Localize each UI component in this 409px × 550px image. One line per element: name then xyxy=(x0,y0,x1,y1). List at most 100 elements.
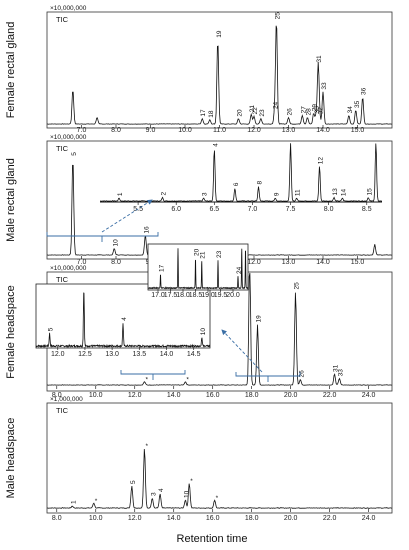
peak-label: 5 xyxy=(71,152,78,156)
x-tick-label: 12.0 xyxy=(247,259,261,266)
peak-label: 3 xyxy=(202,192,209,196)
x-tick-label: 6.0 xyxy=(171,206,181,213)
peak-label: 25 xyxy=(294,282,301,290)
peak-label: 4 xyxy=(158,488,165,492)
x-tick-label: 6.5 xyxy=(209,206,219,213)
peak-label: 33 xyxy=(337,369,344,377)
peak-label: 29 xyxy=(312,104,319,112)
ylabel-female-headspace: Female headspace xyxy=(5,285,17,379)
peak-label: 13 xyxy=(332,188,339,196)
peak-label: 19 xyxy=(216,30,223,38)
peak-label: 11 xyxy=(295,189,302,196)
peak-label: 20 xyxy=(194,248,201,256)
x-tick-label: 17.5 xyxy=(164,292,178,299)
g0-tic-line xyxy=(47,25,393,125)
peak-label: 5 xyxy=(48,327,55,331)
peak-label: * xyxy=(190,478,193,485)
x-tick-label: 18.5 xyxy=(189,292,203,299)
tic-label-male-rectal: TIC xyxy=(56,144,69,153)
x-tick-label: 15.0 xyxy=(351,259,365,266)
x-tick-label: 8.5 xyxy=(362,206,372,213)
x-tick-label: 12.0 xyxy=(128,515,142,522)
x-tick-label: 18.0 xyxy=(176,292,190,299)
peak-label: 1 xyxy=(70,500,77,504)
g2l-tic-line xyxy=(35,292,211,349)
x-tick-label: 9.0 xyxy=(146,127,156,134)
peak-label: * xyxy=(95,498,98,505)
x-tick-label: 8.0 xyxy=(324,206,334,213)
x-tick-label: 7.0 xyxy=(77,259,87,266)
peak-label: 35 xyxy=(354,100,361,108)
peak-label: 10 xyxy=(112,239,119,247)
peak-label: 28 xyxy=(305,108,312,116)
x-tick-label: 11.0 xyxy=(213,127,226,134)
peak-label: 4 xyxy=(121,317,128,321)
x-tick-label: 15.0 xyxy=(351,127,365,134)
multiplier-female-rectal: ×10,000,000 xyxy=(50,5,87,12)
peak-label: 5 xyxy=(130,480,137,484)
g3-tic-line xyxy=(47,448,392,509)
ylabel-male-headspace: Male headspace xyxy=(5,418,17,499)
x-tick-label: 14.0 xyxy=(167,392,181,399)
x-tick-label: 16.0 xyxy=(206,515,220,522)
peak-label: 2 xyxy=(160,192,167,196)
peak-label: 33 xyxy=(321,82,328,90)
peak-label: 19 xyxy=(256,315,263,323)
peak-label: 4 xyxy=(212,143,219,147)
peak-label: 23 xyxy=(216,250,223,258)
x-tick-label: 8.0 xyxy=(111,259,121,266)
tic-label-female-rectal: TIC xyxy=(56,15,69,24)
ylabel-female-rectal: Female rectal gland xyxy=(5,22,17,119)
peak-label: 26 xyxy=(287,108,294,116)
g2-tic-line xyxy=(47,272,393,386)
x-tick-label: 14.0 xyxy=(160,351,174,358)
peak-label: * xyxy=(186,377,189,384)
peak-label: 20 xyxy=(236,109,243,117)
x-tick-label: 7.0 xyxy=(77,127,87,134)
x-tick-label: 12.0 xyxy=(51,351,65,358)
peak-label: 8 xyxy=(257,181,264,185)
x-tick-label: 12.0 xyxy=(247,127,261,134)
x-tick-label: 8.0 xyxy=(52,392,62,399)
x-tick-label: 19.0 xyxy=(201,292,215,299)
panel-frame-male-headspace xyxy=(46,402,393,514)
multiplier-male-headspace: ×1,000,000 xyxy=(50,396,83,403)
peak-label: 1 xyxy=(117,192,124,196)
x-tick-label: 18.0 xyxy=(245,392,259,399)
peak-label: 31 xyxy=(316,55,323,63)
x-tick-label: 17.0 xyxy=(151,292,165,299)
peak-label: 34 xyxy=(347,106,354,114)
peak-label: 31 xyxy=(333,364,340,372)
x-tick-label: 10.0 xyxy=(178,127,192,134)
x-tick-label: 12.0 xyxy=(128,392,142,399)
x-tick-label: 20.0 xyxy=(284,392,298,399)
x-tick-label: 16.0 xyxy=(206,392,220,399)
peak-label: 17 xyxy=(159,264,166,272)
x-tick-label: 20.0 xyxy=(284,515,298,522)
x-tick-label: 7.5 xyxy=(286,206,296,213)
panel-frame-male-rectal xyxy=(46,140,393,260)
peak-label: 18 xyxy=(208,110,215,118)
g2r-tic-line xyxy=(147,248,249,290)
tic-label-male-headspace: TIC xyxy=(56,406,69,415)
peak-label: * xyxy=(145,377,148,384)
peak-label: 16 xyxy=(143,226,150,234)
g2l-inset-frame xyxy=(35,283,211,349)
peak-label: 6 xyxy=(233,182,240,186)
x-tick-label: 24.0 xyxy=(362,515,376,522)
peak-label: 23 xyxy=(259,109,266,117)
x-tick-label: 8.0 xyxy=(52,515,62,522)
x-tick-label: 10.0 xyxy=(89,392,103,399)
peak-label: 3 xyxy=(150,492,157,496)
inset-right-female-headspace: 17 20 21 23 24 17.017.518.018.519.019.520.0 xyxy=(147,243,249,299)
peak-label: 10 xyxy=(200,328,207,336)
x-axis-label: Retention time xyxy=(177,533,248,545)
x-tick-label: 19.5 xyxy=(214,292,228,299)
peak-label: 24 xyxy=(273,101,280,109)
peak-label: 22 xyxy=(252,107,259,115)
x-tick-label: 22.0 xyxy=(323,392,337,399)
g2r-inset-frame xyxy=(147,243,249,291)
